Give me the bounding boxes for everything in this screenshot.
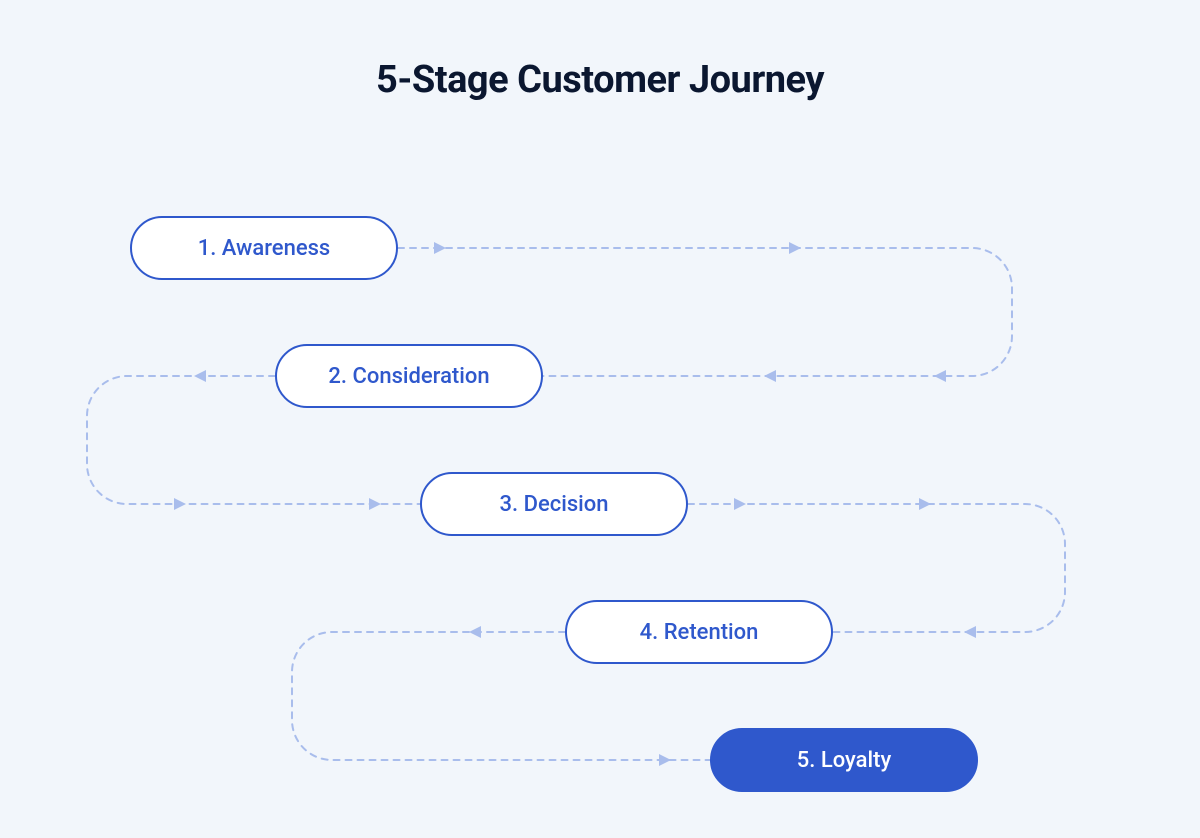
stage-pill-2: 2. Consideration <box>275 344 543 408</box>
diagram-title: 5-Stage Customer Journey <box>0 58 1200 102</box>
connector-arrow-icon <box>469 626 481 638</box>
connector-arrow-icon <box>659 754 671 766</box>
connector-arrow-icon <box>369 498 381 510</box>
connector-layer <box>0 0 1200 838</box>
connector-arrow-icon <box>934 370 946 382</box>
diagram-canvas: 5-Stage Customer Journey 1. Awareness 2. … <box>0 0 1200 838</box>
connector-arrow-icon <box>789 242 801 254</box>
connector-arrow-icon <box>964 626 976 638</box>
connector-arrow-icon <box>734 498 746 510</box>
stage-pill-4: 4. Retention <box>565 600 833 664</box>
stage-pill-1: 1. Awareness <box>130 216 398 280</box>
stage-pill-5: 5. Loyalty <box>710 728 978 792</box>
connector-arrow-icon <box>764 370 776 382</box>
connector-arrow-icon <box>174 498 186 510</box>
connector-arrow-icon <box>434 242 446 254</box>
stage-pill-3: 3. Decision <box>420 472 688 536</box>
connector-arrow-icon <box>919 498 931 510</box>
connector-arrow-icon <box>194 370 206 382</box>
